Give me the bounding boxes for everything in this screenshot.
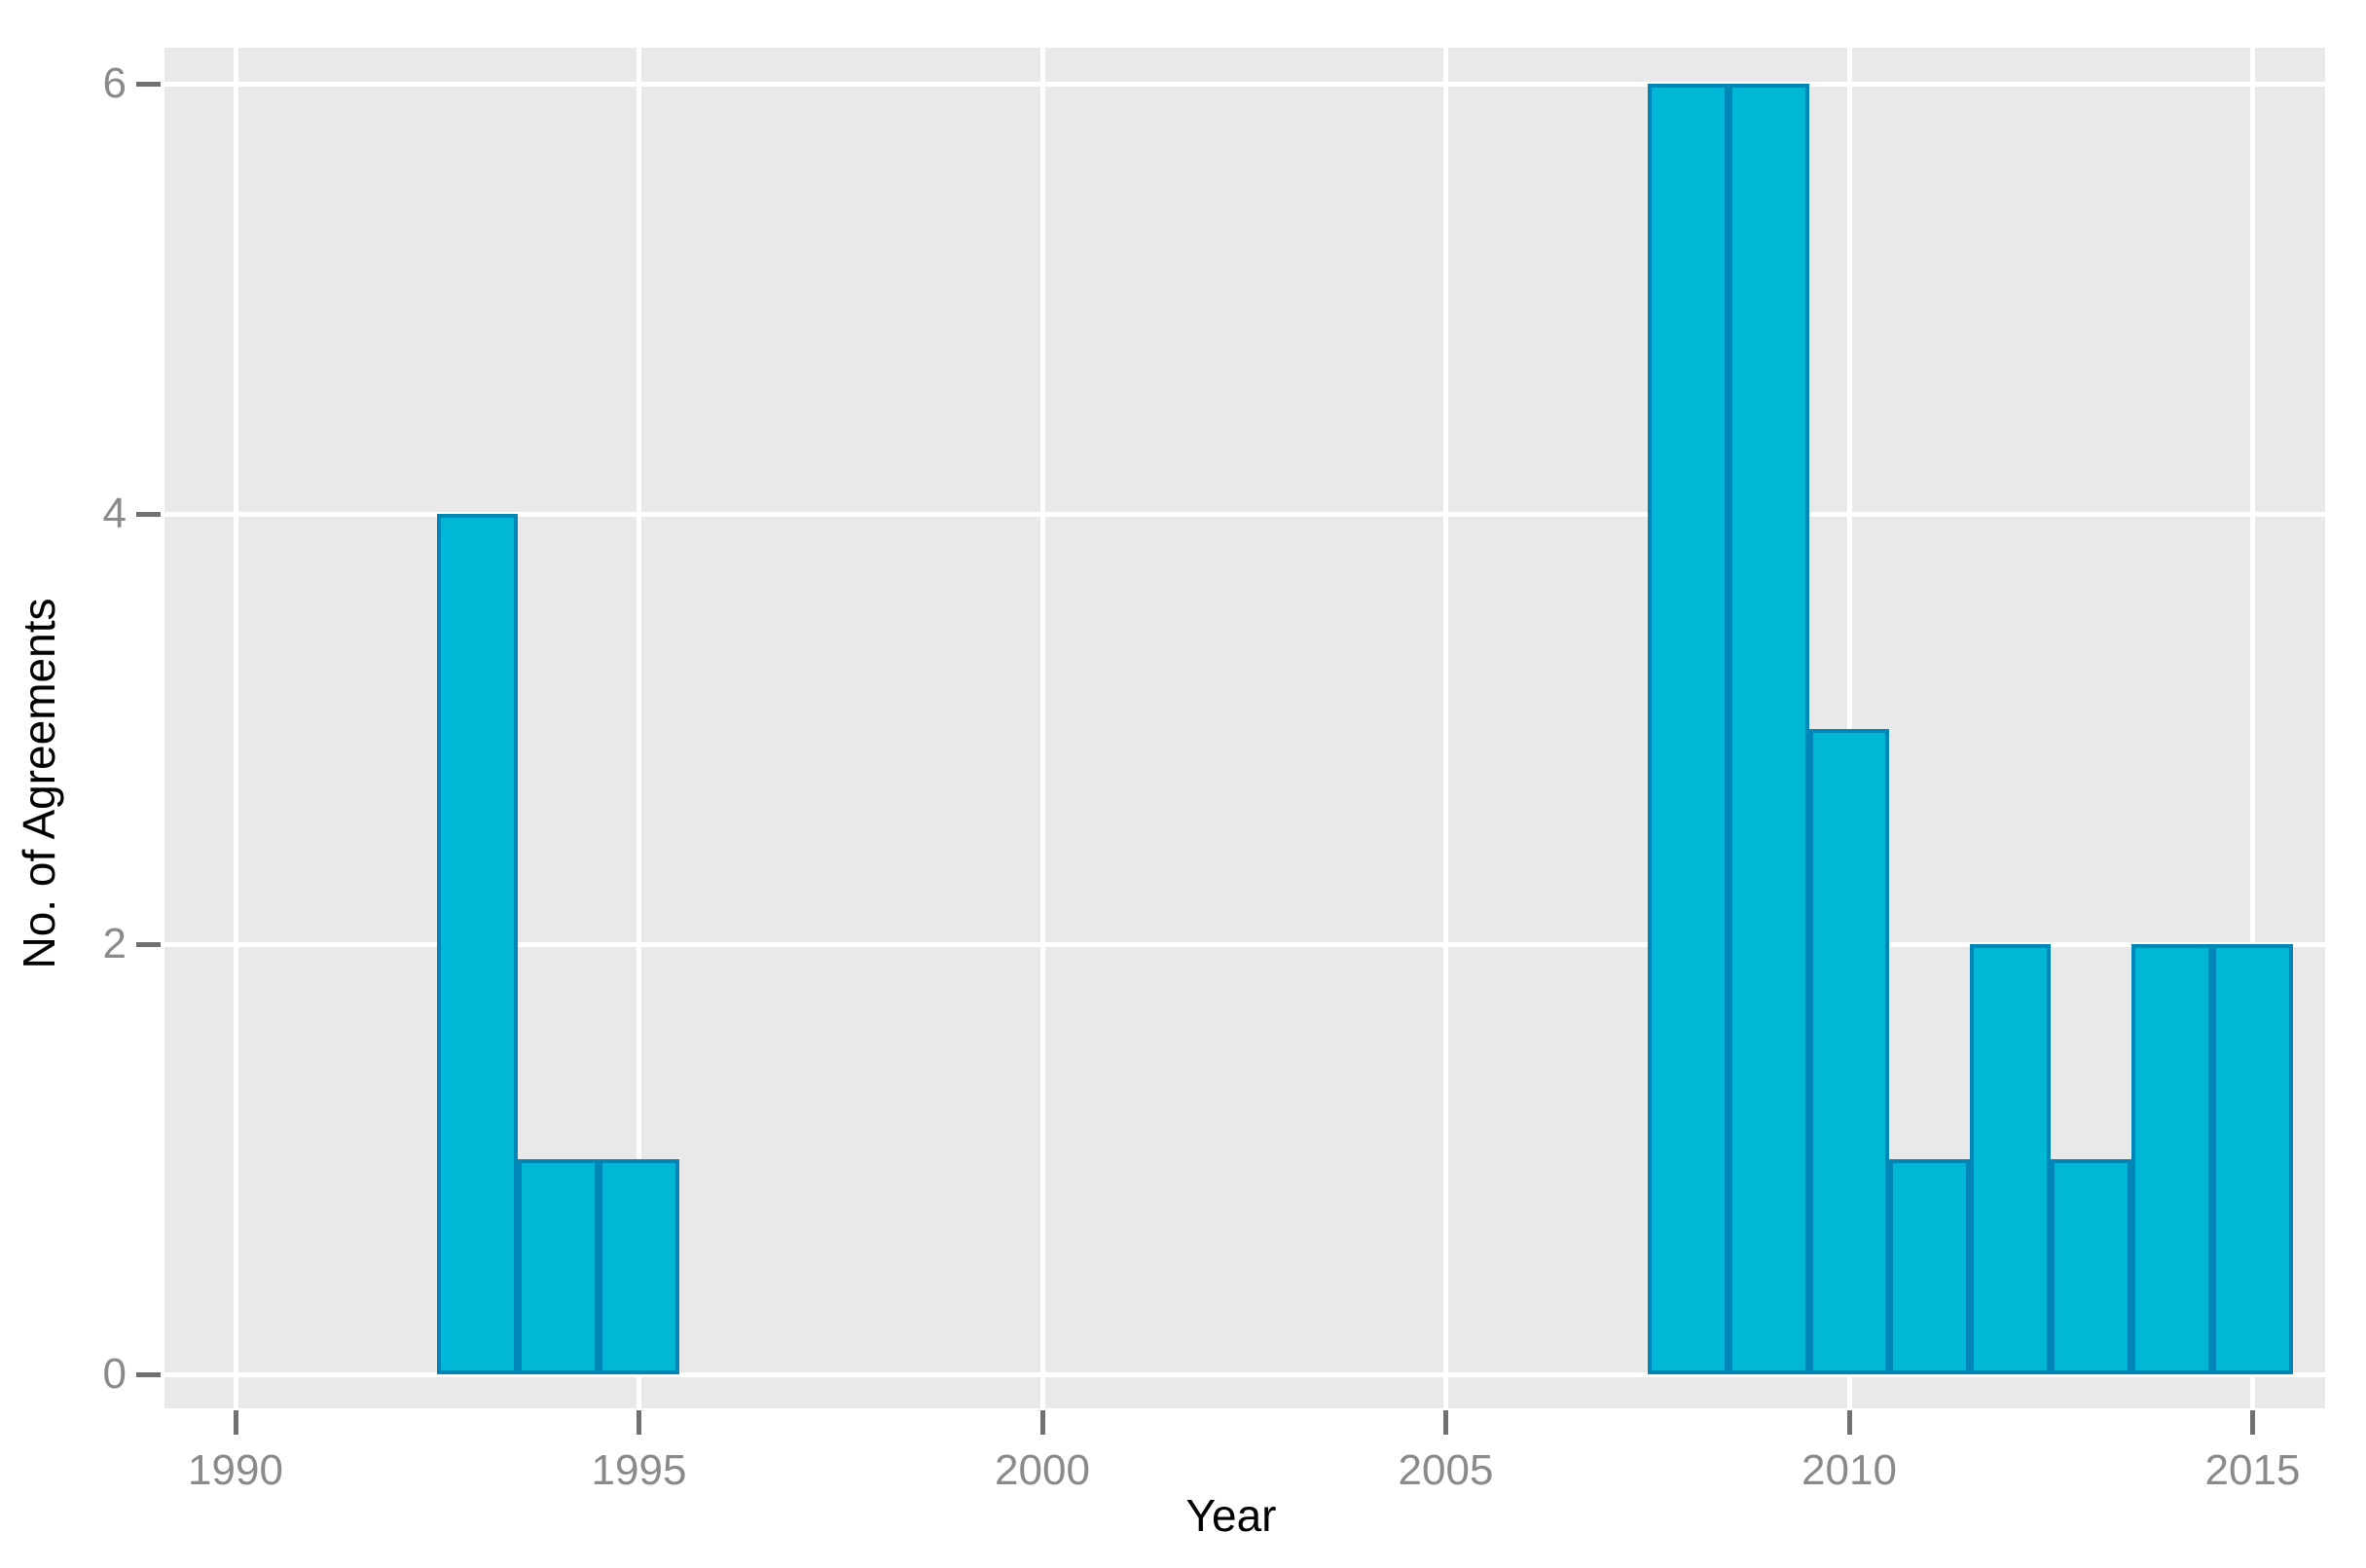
x-tick-label-2000: 2000 [995, 1446, 1090, 1494]
gridline-x-2010 [1846, 48, 1852, 1408]
x-axis-title: Year [1185, 1490, 1277, 1541]
x-tick-label-1995: 1995 [591, 1446, 687, 1494]
x-tick-2015 [2250, 1410, 2255, 1435]
x-tick-label-2010: 2010 [1802, 1446, 1897, 1494]
bar-2014 [2131, 944, 2213, 1374]
bar-2011 [1889, 1159, 1971, 1374]
bar-1994 [518, 1159, 600, 1374]
gridline-x-2000 [1039, 48, 1045, 1408]
y-tick-label-6: 6 [102, 59, 127, 107]
x-tick-1995 [637, 1410, 641, 1435]
x-tick-2000 [1039, 1410, 1045, 1435]
gridline-x-1995 [637, 48, 641, 1408]
x-tick-2005 [1443, 1410, 1448, 1435]
x-tick-1990 [233, 1410, 238, 1435]
bar-2008 [1647, 84, 1729, 1374]
bar-1993 [437, 514, 519, 1374]
bar-2010 [1808, 729, 1890, 1374]
y-tick-4 [136, 511, 161, 517]
y-tick-0 [136, 1371, 161, 1377]
x-tick-2010 [1846, 1410, 1852, 1435]
gridline-y-0 [164, 1371, 2325, 1377]
gridline-x-1990 [233, 48, 238, 1408]
y-axis-title: No. of Agreements [14, 598, 64, 969]
x-tick-label-2015: 2015 [2204, 1446, 2301, 1494]
y-tick-6 [136, 81, 161, 87]
gridline-y-6 [164, 81, 2325, 87]
gridline-x-2005 [1443, 48, 1448, 1408]
x-tick-label-1990: 1990 [188, 1446, 283, 1494]
y-tick-label-2: 2 [102, 920, 127, 967]
gridline-y-2 [164, 941, 2325, 947]
gridline-x-2015 [2250, 48, 2255, 1408]
bar-1995 [599, 1159, 679, 1374]
bar-2009 [1728, 84, 1809, 1374]
y-tick-label-0: 0 [102, 1350, 127, 1398]
bar-2012 [1970, 944, 2052, 1374]
plot-panel [164, 48, 2325, 1408]
y-tick-2 [136, 941, 161, 947]
x-tick-label-2005: 2005 [1398, 1446, 1494, 1494]
bar-2013 [2051, 1159, 2132, 1374]
bar-2015 [2212, 944, 2293, 1374]
gridline-y-4 [164, 511, 2325, 517]
y-tick-label-4: 4 [102, 490, 127, 537]
